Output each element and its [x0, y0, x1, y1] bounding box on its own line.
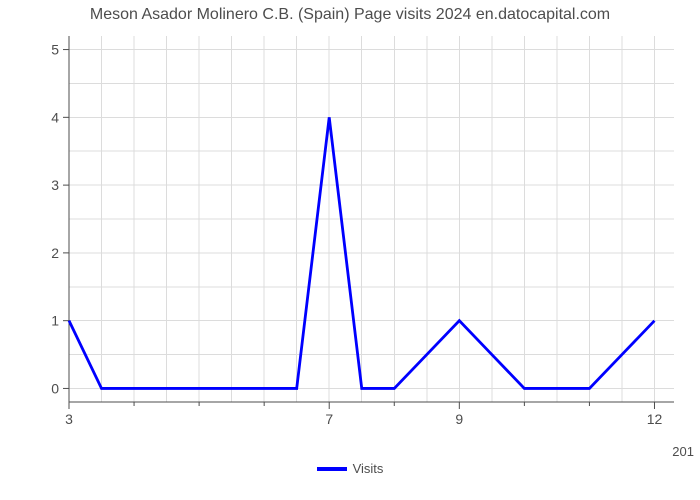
footer-text: 201: [672, 444, 694, 459]
y-tick-label: 1: [51, 313, 59, 329]
gridlines: [69, 36, 674, 402]
x-tick-label: 12: [647, 411, 663, 427]
legend-label: Visits: [353, 461, 384, 476]
x-tick-label: 7: [325, 411, 333, 427]
chart-root: Meson Asador Molinero C.B. (Spain) Page …: [0, 0, 700, 500]
y-tick-label: 4: [51, 109, 59, 125]
y-tick-label: 0: [51, 380, 59, 396]
legend: Visits: [0, 460, 700, 476]
axes: [63, 36, 674, 409]
tick-labels: 01234537912: [51, 42, 662, 427]
y-tick-label: 2: [51, 245, 59, 261]
y-tick-label: 3: [51, 177, 59, 193]
legend-swatch: [317, 467, 347, 471]
y-tick-label: 5: [51, 42, 59, 58]
x-tick-label: 3: [65, 411, 73, 427]
x-tick-label: 9: [455, 411, 463, 427]
chart-title: Meson Asador Molinero C.B. (Spain) Page …: [0, 6, 700, 24]
plot-svg: 01234537912: [45, 30, 680, 430]
